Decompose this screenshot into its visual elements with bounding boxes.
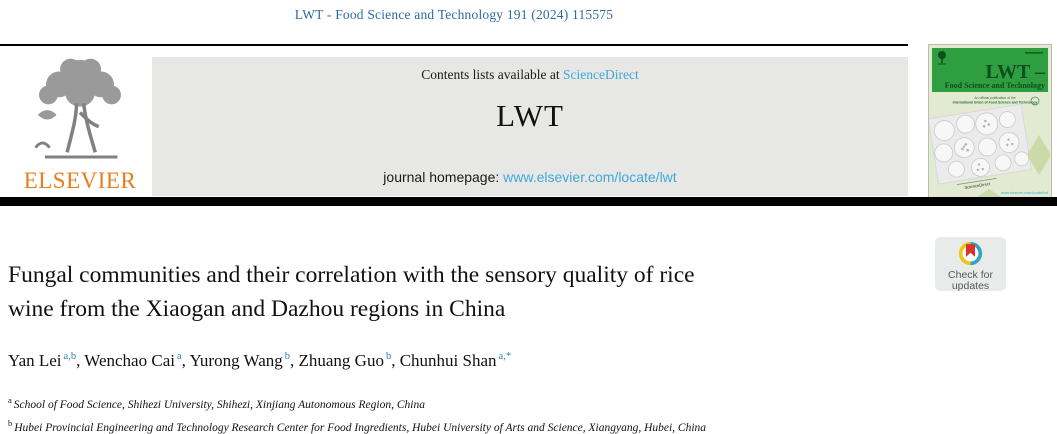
- author-list: Yan Lei a,b, Wenchao Cai a, Yurong Wang b, …: [8, 351, 511, 371]
- journal-cover-art: LWT – Food Science and Technology An off…: [927, 45, 1051, 197]
- author: Yurong Wang b,: [189, 351, 299, 370]
- affiliation-sup: a: [8, 395, 12, 405]
- banner-journal-name: LWT: [496, 98, 564, 133]
- author-affil-sup: b: [385, 351, 392, 363]
- contents-lists-line: Contents lists available at ScienceDirec…: [152, 67, 908, 83]
- header-divider-thin: [0, 44, 908, 46]
- contents-lists-text: Contents lists available at: [421, 67, 563, 82]
- cover-tree-mark: [938, 51, 946, 65]
- bookmark-icon: [966, 244, 975, 257]
- cover-iufost-emblem: [1030, 96, 1040, 106]
- homepage-url-link[interactable]: www.elsevier.com/locate/lwt: [503, 169, 677, 185]
- homepage-label: journal homepage:: [383, 169, 504, 185]
- sciencedirect-banner: Contents lists available at ScienceDirec…: [152, 57, 908, 196]
- journal-citation-header: LWT - Food Science and Technology 191 (2…: [294, 7, 614, 22]
- author: Zhuang Guo b,: [298, 351, 400, 370]
- journal-cover-thumbnail[interactable]: LWT – Food Science and Technology An off…: [927, 44, 1052, 198]
- author-affil-sup: a: [176, 351, 182, 363]
- cover-triangle-accent: [977, 189, 1001, 197]
- check-for-updates-badge[interactable]: Check for updates: [935, 237, 1006, 292]
- elsevier-tree-logo: [34, 58, 121, 159]
- author-affil-sup: a,b: [63, 351, 77, 363]
- cover-masthead-band: [932, 48, 1048, 92]
- article-title-line2: wine from the Xiaogan and Dazhou regions…: [8, 296, 506, 322]
- journal-homepage-line: journal homepage: www.elsevier.com/locat…: [152, 169, 908, 185]
- affiliation-sup: b: [8, 417, 13, 428]
- cover-masthead-subtitle: Food Science and Technology: [945, 81, 1045, 90]
- author: Chunhui Shan a,*: [399, 351, 512, 370]
- cover-sciencedirect-label: ScienceDirect: [964, 181, 991, 190]
- cover-photo: ScienceDirect: [927, 103, 1032, 190]
- badge-text-line1: Check for: [948, 269, 993, 281]
- affiliation-list: a School of Food Science, Shihezi Univers…: [8, 391, 706, 434]
- article-title-line1: Fungal communities and their correlation…: [8, 262, 695, 288]
- author: Yan Lei a,b,: [8, 351, 85, 370]
- cover-diamond-accent: [1027, 135, 1051, 175]
- cover-masthead-title: LWT –: [986, 61, 1046, 83]
- cover-note-line2: International Union of Food Science and …: [953, 101, 1038, 105]
- cover-footer-url: www.elsevier.com/locate/lwt: [1001, 191, 1049, 195]
- ribbon-shape: [37, 110, 57, 120]
- author-affil-sup corresponding-author-mark: a,*: [498, 351, 512, 363]
- section-divider-thick: [0, 197, 1057, 206]
- cover-issn-mark: [1025, 52, 1043, 54]
- author-affil-sup: b: [284, 351, 290, 363]
- affiliation: a School of Food Science, Shihezi Univers…: [8, 395, 425, 411]
- elsevier-wordmark: ELSEVIER: [23, 168, 137, 193]
- affiliation: b Hubei Provincial Engineering and Techno…: [8, 417, 707, 434]
- cover-note-line1: An official publication of the: [974, 96, 1015, 100]
- sciencedirect-link[interactable]: ScienceDirect: [563, 67, 639, 82]
- badge-text-line2: updates: [951, 280, 990, 292]
- article-title: Fungal communities and their correlation…: [8, 258, 918, 326]
- elsevier-logo: ELSEVIER: [10, 54, 150, 194]
- author: Wenchao Cai a,: [84, 351, 190, 370]
- crossmark-icon: [958, 241, 983, 266]
